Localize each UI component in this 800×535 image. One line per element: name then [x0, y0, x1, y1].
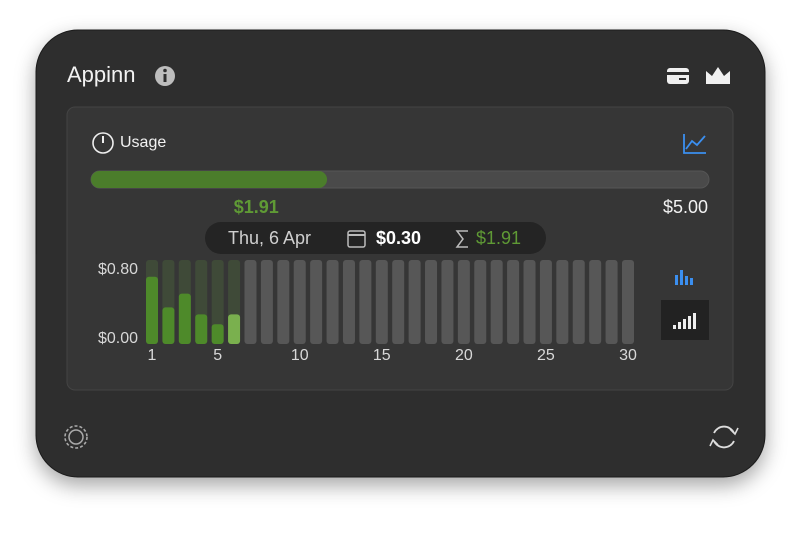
bar-track	[408, 260, 421, 344]
bar	[178, 293, 191, 344]
cumulative-view-button[interactable]	[661, 300, 709, 340]
daily-chart: $0.00$0.801 5 10 15 20 25 30	[98, 260, 637, 364]
bar-track	[556, 260, 569, 344]
bar-track	[392, 260, 405, 344]
bar-track	[277, 260, 290, 344]
y-tick-label: $0.80	[98, 261, 138, 278]
bar-track	[342, 260, 355, 344]
tooltip-total: $1.91	[476, 228, 521, 248]
bar-track	[523, 260, 536, 344]
x-tick-label: 30	[619, 347, 637, 364]
bar-view-button[interactable]	[675, 270, 693, 285]
progress-fill	[91, 171, 328, 188]
bar	[195, 314, 208, 344]
x-tick-label: 5	[213, 347, 222, 364]
bar-track	[293, 260, 306, 344]
info-button[interactable]	[155, 66, 175, 86]
bar-track	[244, 260, 257, 344]
bar	[162, 307, 175, 344]
bar-track	[260, 260, 273, 344]
bar-track	[375, 260, 388, 344]
bar-track	[457, 260, 470, 344]
spent-label: $1.91	[234, 197, 279, 217]
bar-track	[310, 260, 323, 344]
x-tick-label: 20	[455, 347, 473, 364]
x-tick-label: 10	[291, 347, 309, 364]
premium-button[interactable]	[706, 67, 730, 84]
x-tick-label: 1	[148, 347, 157, 364]
bar-track	[605, 260, 618, 344]
bar	[146, 276, 158, 344]
tooltip	[205, 222, 546, 254]
app-title: Appinn	[67, 62, 136, 87]
trend-button[interactable]	[683, 134, 706, 154]
bar-track	[326, 260, 339, 344]
x-tick-label: 15	[373, 347, 391, 364]
tooltip-date: Thu, 6 Apr	[228, 228, 311, 248]
bar-track	[622, 260, 634, 344]
limit-label: $5.00	[663, 197, 708, 217]
bar-track	[572, 260, 585, 344]
usage-icon	[92, 132, 114, 154]
calendar-icon	[347, 230, 366, 248]
bar-track	[425, 260, 438, 344]
refresh-button[interactable]	[709, 425, 739, 449]
bar-track	[589, 260, 602, 344]
bar-track	[474, 260, 487, 344]
bar-track	[211, 260, 224, 344]
bar-track	[490, 260, 503, 344]
tooltip-day-cost: $0.30	[376, 228, 421, 248]
y-tick-label: $0.00	[98, 330, 138, 347]
bar	[211, 324, 224, 344]
settings-button[interactable]	[64, 425, 88, 449]
x-tick-label: 25	[537, 347, 555, 364]
bar-track	[359, 260, 372, 344]
bar	[228, 314, 241, 344]
sum-icon	[455, 230, 468, 248]
usage-title: Usage	[120, 134, 166, 151]
bar-track	[441, 260, 454, 344]
bar-track	[539, 260, 552, 344]
billing-button[interactable]	[667, 68, 689, 84]
bar-track	[507, 260, 520, 344]
